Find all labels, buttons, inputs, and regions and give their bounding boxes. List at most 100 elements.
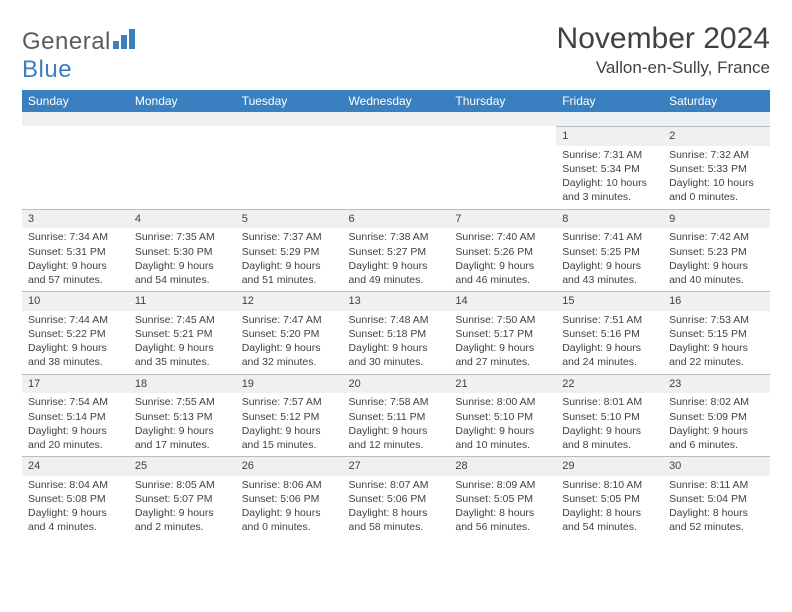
- day-cell: 15Sunrise: 7:51 AMSunset: 5:16 PMDayligh…: [556, 291, 663, 374]
- day-cell: 1Sunrise: 7:31 AMSunset: 5:34 PMDaylight…: [556, 126, 663, 209]
- day-cell: 5Sunrise: 7:37 AMSunset: 5:29 PMDaylight…: [236, 209, 343, 292]
- daylight-line: Daylight: 9 hours and 49 minutes.: [349, 259, 444, 287]
- sunset-line: Sunset: 5:10 PM: [455, 410, 550, 424]
- day-cell: 11Sunrise: 7:45 AMSunset: 5:21 PMDayligh…: [129, 291, 236, 374]
- sunrise-line: Sunrise: 7:44 AM: [28, 313, 123, 327]
- sunrise-line: Sunrise: 7:48 AM: [349, 313, 444, 327]
- daylight-line: Daylight: 9 hours and 4 minutes.: [28, 506, 123, 534]
- day-body: Sunrise: 8:05 AMSunset: 5:07 PMDaylight:…: [129, 476, 236, 539]
- title-block: November 2024 Vallon-en-Sully, France: [557, 22, 770, 78]
- sunrise-line: Sunrise: 7:58 AM: [349, 395, 444, 409]
- daylight-line: Daylight: 9 hours and 30 minutes.: [349, 341, 444, 369]
- sunset-line: Sunset: 5:10 PM: [562, 410, 657, 424]
- sunrise-line: Sunrise: 7:47 AM: [242, 313, 337, 327]
- day-cell: 22Sunrise: 8:01 AMSunset: 5:10 PMDayligh…: [556, 374, 663, 457]
- daylight-line: Daylight: 9 hours and 6 minutes.: [669, 424, 764, 452]
- daylight-line: Daylight: 8 hours and 56 minutes.: [455, 506, 550, 534]
- day-number: 17: [22, 374, 129, 394]
- sunset-line: Sunset: 5:06 PM: [242, 492, 337, 506]
- day-cell: 28 Sunrise: 8:09 AMSunset: 5:05 PMDayligh…: [449, 456, 556, 539]
- sunrise-line: Sunrise: 8:05 AM: [135, 478, 230, 492]
- day-number: 7: [449, 209, 556, 229]
- daylight-line: Daylight: 9 hours and 54 minutes.: [135, 259, 230, 287]
- sunset-line: Sunset: 5:29 PM: [242, 245, 337, 259]
- day-cell: 10Sunrise: 7:44 AMSunset: 5:22 PMDayligh…: [22, 291, 129, 374]
- sunrise-line: Sunrise: 7:40 AM: [455, 230, 550, 244]
- sunrise-line: Sunrise: 8:09 AM: [455, 478, 550, 492]
- day-cell: 4Sunrise: 7:35 AMSunset: 5:30 PMDaylight…: [129, 209, 236, 292]
- day-body: Sunrise: 8:01 AMSunset: 5:10 PMDaylight:…: [556, 393, 663, 456]
- daylight-line: Daylight: 10 hours and 3 minutes.: [562, 176, 657, 204]
- day-number: 24: [22, 456, 129, 476]
- header: General Blue November 2024 Vallon-en-Sul…: [22, 22, 770, 84]
- day-number: 27: [343, 456, 450, 476]
- day-number: 25: [129, 456, 236, 476]
- daylight-line: Daylight: 9 hours and 24 minutes.: [562, 341, 657, 369]
- day-cell: 27Sunrise: 8:07 AMSunset: 5:06 PMDayligh…: [343, 456, 450, 539]
- day-cell: 18Sunrise: 7:55 AMSunset: 5:13 PMDayligh…: [129, 374, 236, 457]
- day-cell: 2Sunrise: 7:32 AMSunset: 5:33 PMDaylight…: [663, 126, 770, 209]
- day-body: Sunrise: 7:45 AMSunset: 5:21 PMDaylight:…: [129, 311, 236, 374]
- day-body: Sunrise: 7:51 AMSunset: 5:16 PMDaylight:…: [556, 311, 663, 374]
- day-cell: 12Sunrise: 7:47 AMSunset: 5:20 PMDayligh…: [236, 291, 343, 374]
- dow-tuesday: Tuesday: [236, 90, 343, 112]
- daylight-line: Daylight: 9 hours and 0 minutes.: [242, 506, 337, 534]
- dow-sunday: Sunday: [22, 90, 129, 112]
- day-body: Sunrise: 7:55 AMSunset: 5:13 PMDaylight:…: [129, 393, 236, 456]
- sunset-line: Sunset: 5:26 PM: [455, 245, 550, 259]
- sunset-line: Sunset: 5:18 PM: [349, 327, 444, 341]
- day-body: Sunrise: 7:38 AMSunset: 5:27 PMDaylight:…: [343, 228, 450, 291]
- day-body: Sunrise: 7:31 AMSunset: 5:34 PMDaylight:…: [556, 146, 663, 209]
- daylight-line: Daylight: 9 hours and 43 minutes.: [562, 259, 657, 287]
- sunrise-line: Sunrise: 8:10 AM: [562, 478, 657, 492]
- day-number: 5: [236, 209, 343, 229]
- day-body: Sunrise: 7:44 AMSunset: 5:22 PMDaylight:…: [22, 311, 129, 374]
- sunrise-line: Sunrise: 7:41 AM: [562, 230, 657, 244]
- daylight-line: Daylight: 9 hours and 12 minutes.: [349, 424, 444, 452]
- calendar-week: 10Sunrise: 7:44 AMSunset: 5:22 PMDayligh…: [22, 291, 770, 374]
- sunset-line: Sunset: 5:34 PM: [562, 162, 657, 176]
- empty-cell: [22, 126, 129, 209]
- daylight-line: Daylight: 9 hours and 40 minutes.: [669, 259, 764, 287]
- day-body: Sunrise: 7:50 AMSunset: 5:17 PMDaylight:…: [449, 311, 556, 374]
- dow-wednesday: Wednesday: [343, 90, 450, 112]
- day-body: Sunrise: 7:47 AMSunset: 5:20 PMDaylight:…: [236, 311, 343, 374]
- day-number: 9: [663, 209, 770, 229]
- sunset-line: Sunset: 5:23 PM: [669, 245, 764, 259]
- brand-general: General: [22, 28, 111, 55]
- sunset-line: Sunset: 5:08 PM: [28, 492, 123, 506]
- day-body: Sunrise: 8:00 AMSunset: 5:10 PMDaylight:…: [449, 393, 556, 456]
- day-cell: 6Sunrise: 7:38 AMSunset: 5:27 PMDaylight…: [343, 209, 450, 292]
- sunset-line: Sunset: 5:33 PM: [669, 162, 764, 176]
- spacer-row: [22, 112, 770, 126]
- calendar-week: 3Sunrise: 7:34 AMSunset: 5:31 PMDaylight…: [22, 209, 770, 292]
- day-body: Sunrise: 8:06 AMSunset: 5:06 PMDaylight:…: [236, 476, 343, 539]
- empty-cell: [236, 126, 343, 209]
- day-body: Sunrise: 8:04 AMSunset: 5:08 PMDaylight:…: [22, 476, 129, 539]
- day-number: 28: [449, 456, 556, 476]
- sunset-line: Sunset: 5:05 PM: [455, 492, 550, 506]
- daylight-line: Daylight: 9 hours and 46 minutes.: [455, 259, 550, 287]
- daylight-line: Daylight: 9 hours and 8 minutes.: [562, 424, 657, 452]
- sunrise-line: Sunrise: 8:00 AM: [455, 395, 550, 409]
- day-number: 6: [343, 209, 450, 229]
- day-cell: 17Sunrise: 7:54 AMSunset: 5:14 PMDayligh…: [22, 374, 129, 457]
- month-title: November 2024: [557, 22, 770, 56]
- daylight-line: Daylight: 9 hours and 32 minutes.: [242, 341, 337, 369]
- sunrise-line: Sunrise: 8:11 AM: [669, 478, 764, 492]
- logo-bars-icon: [113, 29, 135, 49]
- sunrise-line: Sunrise: 8:01 AM: [562, 395, 657, 409]
- sunset-line: Sunset: 5:11 PM: [349, 410, 444, 424]
- sunrise-line: Sunrise: 7:38 AM: [349, 230, 444, 244]
- daylight-line: Daylight: 9 hours and 35 minutes.: [135, 341, 230, 369]
- daylight-line: Daylight: 9 hours and 51 minutes.: [242, 259, 337, 287]
- sunrise-line: Sunrise: 8:02 AM: [669, 395, 764, 409]
- daylight-line: Daylight: 10 hours and 0 minutes.: [669, 176, 764, 204]
- dow-saturday: Saturday: [663, 90, 770, 112]
- sunrise-line: Sunrise: 7:42 AM: [669, 230, 764, 244]
- sunset-line: Sunset: 5:22 PM: [28, 327, 123, 341]
- day-number: 12: [236, 291, 343, 311]
- sunset-line: Sunset: 5:21 PM: [135, 327, 230, 341]
- day-cell: 19Sunrise: 7:57 AMSunset: 5:12 PMDayligh…: [236, 374, 343, 457]
- day-cell: 23Sunrise: 8:02 AMSunset: 5:09 PMDayligh…: [663, 374, 770, 457]
